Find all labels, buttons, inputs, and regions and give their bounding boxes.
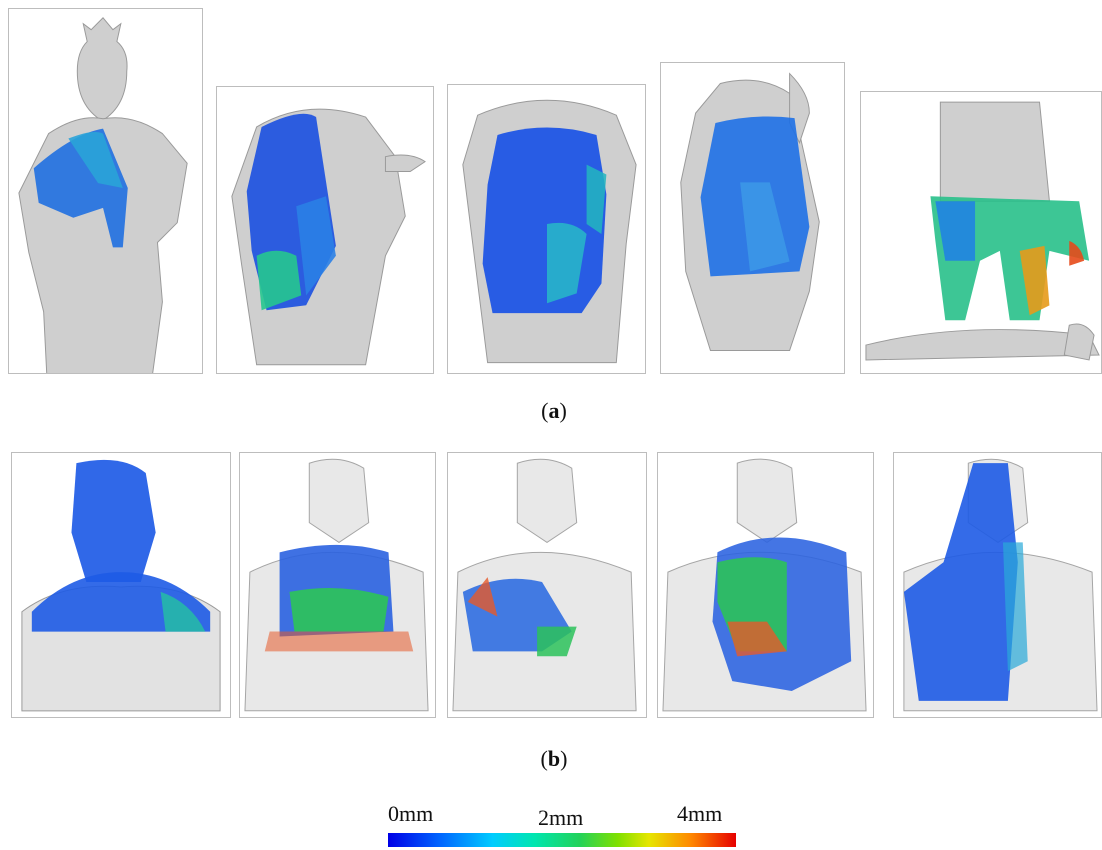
panel-a3 — [447, 84, 646, 374]
buddha-lap-left-deviation-map — [452, 458, 637, 712]
panel-a5 — [860, 91, 1102, 374]
panel-b4 — [657, 452, 874, 718]
scale-min-label: 0mm — [388, 801, 434, 826]
scale-mid-label: 2mm — [538, 805, 584, 830]
panel-b2 — [239, 452, 436, 718]
color-scale-bar — [388, 833, 736, 847]
panel-a1 — [8, 8, 203, 374]
buddha-chest-deviation-map — [662, 458, 867, 712]
statue-legs-deviation-map — [865, 101, 1100, 361]
caption-a: (a) — [541, 398, 567, 423]
panel-b1 — [11, 452, 231, 718]
buddha-side-deviation-map — [903, 458, 1098, 712]
statue-torso-left-deviation-map — [231, 108, 426, 366]
buddha-lap-deviation-map — [244, 458, 429, 712]
caption-b: (b) — [540, 746, 568, 771]
scale-max-label: 4mm — [677, 801, 723, 826]
statue-torso-front-deviation-map — [462, 99, 637, 364]
panel-b5 — [893, 452, 1102, 718]
panel-a2 — [216, 86, 434, 374]
statue-torso-side-deviation-map — [680, 72, 820, 352]
panel-a4 — [660, 62, 845, 374]
panel-b3 — [447, 452, 647, 718]
buddha-head-deviation-map — [21, 459, 221, 712]
statue-head-deviation-map — [18, 17, 188, 373]
